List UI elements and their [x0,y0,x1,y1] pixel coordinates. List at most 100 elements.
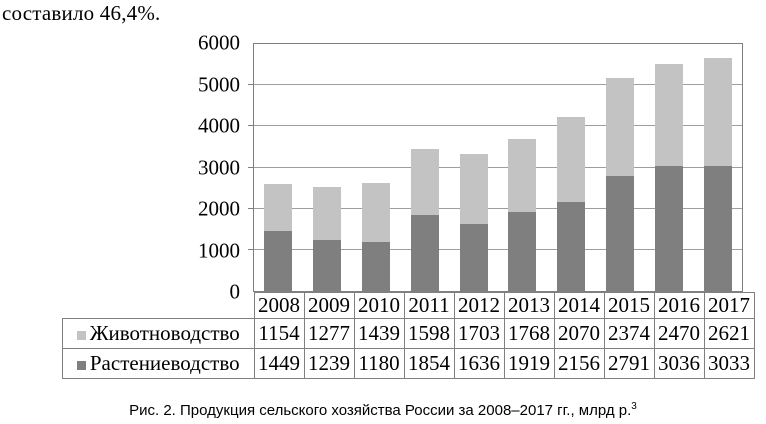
bar-segment-Животноводство [361,183,390,243]
bar-segment-Растениеводство [361,242,390,291]
bar-stack [605,78,634,291]
year-cell: 2016 [653,292,705,319]
value-cell: 1154 [253,318,305,349]
year-cell: 2017 [703,292,755,319]
bar-series [254,44,742,291]
bar-segment-Растениеводство [703,166,732,291]
plot-area [248,43,743,292]
value-cell: 2470 [653,318,705,349]
value-cell: 1919 [503,348,555,379]
year-cell: 2012 [453,292,505,319]
bar-segment-Растениеводство [410,214,439,291]
legend-label: Растениеводство [89,351,240,375]
value-cell: 1239 [303,348,355,379]
y-axis-label: 6000 [198,30,240,55]
legend-item: Растениеводство [62,348,255,379]
y-axis-tick [248,84,253,86]
value-cell: 1768 [503,318,555,349]
bar-segment-Растениеводство [557,202,586,291]
legend-swatch-icon [76,331,86,340]
y-axis-label: 2000 [198,196,240,221]
figure-caption: Рис. 2. Продукция сельского хозяйства Ро… [0,401,766,419]
bar-column-2014 [547,44,596,291]
year-cell: 2009 [303,292,355,319]
y-axis-tick [248,207,253,209]
gridline [254,207,742,209]
year-cell: 2010 [353,292,405,319]
bar-segment-Растениеводство [264,231,293,291]
y-axis-tick [248,248,253,250]
bar-column-2017 [693,44,742,291]
table-blank-cell [63,293,255,319]
value-cell: 3036 [653,348,705,379]
value-cell: 2156 [553,348,605,379]
year-cell: 2011 [403,292,455,319]
data-table: 2008 2009 2010 2011 2012 2013 2014 2015 2016 2017… [62,292,755,379]
bar-column-2013 [498,44,547,291]
y-axis-label: 4000 [198,113,240,138]
bar-stack [410,148,439,291]
legend-swatch-icon [76,361,86,370]
bar-segment-Животноводство [313,187,342,240]
bar-stack [264,183,293,291]
bar-segment-Растениеводство [459,223,488,291]
table-row-Растениеводство: Растениеводство 1449 1239 1180 1854 1636 1919 2… [62,348,755,379]
value-cell: 1854 [403,348,455,379]
bar-stack [508,139,537,291]
table-row-Животноводство: Животноводство 1154 1277 1439 1598 1703 1768 20… [62,318,755,349]
value-cell: 2621 [703,318,755,349]
gridline [254,84,742,86]
value-cell: 1703 [453,318,505,349]
figure-caption-text: Рис. 2. Продукция сельского хозяйства Ро… [129,402,632,419]
bar-column-2011 [400,44,449,291]
bar-column-2012 [449,44,498,291]
bar-column-2015 [596,44,645,291]
value-cell: 2070 [553,318,605,349]
bar-column-2016 [644,44,693,291]
gridline [254,248,742,250]
bar-segment-Животноводство [654,64,683,167]
bar-stack [703,58,732,291]
legend-label: Животноводство [89,321,240,345]
footnote-marker: 3 [631,401,637,412]
gridline [254,125,742,127]
y-axis-label: 1000 [198,238,240,262]
year-cell: 2013 [503,292,555,319]
bar-column-2010 [352,44,401,291]
bar-segment-Животноводство [557,117,586,203]
bar-segment-Растениеводство [654,166,683,291]
bar-stack [313,187,342,291]
value-cell: 1598 [403,318,455,349]
value-cell: 2374 [603,318,655,349]
y-axis-label: 0 [229,279,241,304]
y-axis-label: 5000 [198,72,240,96]
year-cell: 2014 [553,292,605,319]
value-cell: 1449 [253,348,305,379]
bar-stack [557,117,586,291]
year-cell: 2015 [603,292,655,319]
bar-segment-Растениеводство [605,176,634,291]
y-axis-tick [248,125,253,127]
bar-segment-Животноводство [410,148,439,215]
bar-column-2008 [254,44,303,291]
value-cell: 3033 [703,348,755,379]
y-axis-tick [248,166,253,168]
bar-stack [361,183,390,291]
value-cell: 2791 [603,348,655,379]
value-cell: 1180 [353,348,405,379]
legend-item: Животноводство [62,318,255,349]
value-cell: 1277 [303,318,355,349]
table-row-years: 2008 2009 2010 2011 2012 2013 2014 2015 2016 2017 [63,292,755,319]
bar-segment-Растениеводство [313,240,342,291]
bar-segment-Животноводство [703,58,732,167]
y-axis: 0 1000 2000 3000 4000 5000 6000 [0,0,243,424]
bar-segment-Животноводство [264,183,293,232]
gridline [254,166,742,168]
bar-stack [459,153,488,291]
value-cell: 1636 [453,348,505,379]
y-axis-label: 3000 [198,155,240,179]
year-cell: 2008 [253,292,305,319]
value-cell: 1439 [353,318,405,349]
bar-segment-Животноводство [605,78,634,177]
